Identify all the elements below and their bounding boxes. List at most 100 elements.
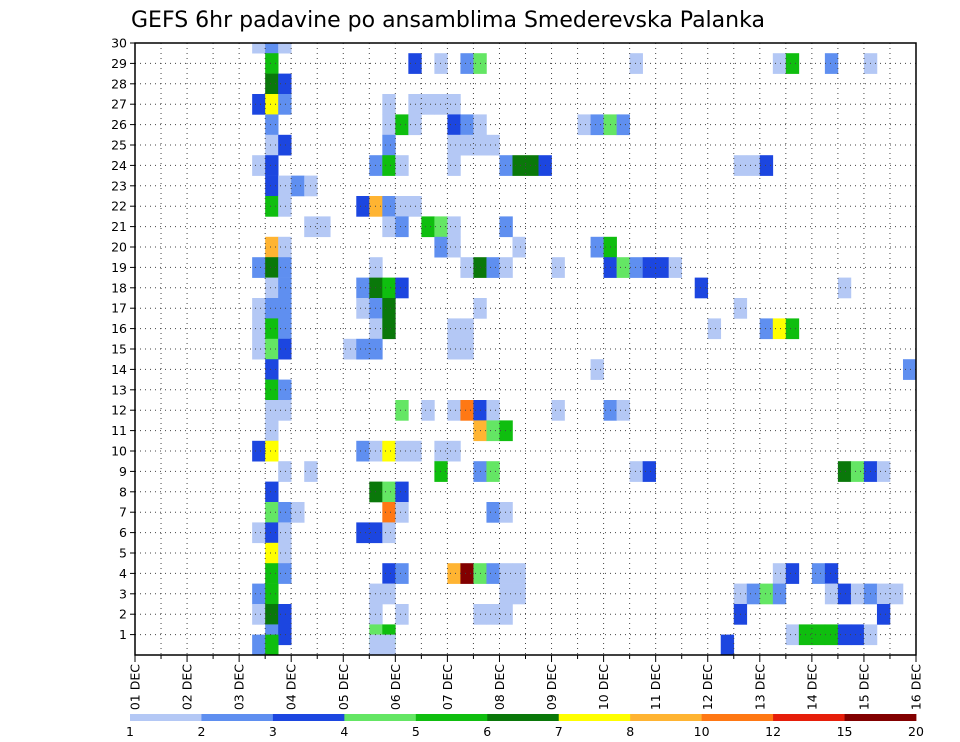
heatmap-cell	[395, 440, 409, 462]
heatmap-cell	[265, 114, 279, 136]
heatmap-cell	[460, 318, 474, 340]
legend-label: 3	[269, 724, 277, 739]
y-tick-label: 16	[111, 321, 127, 336]
y-tick-label: 15	[111, 342, 127, 357]
heatmap-cell	[772, 563, 787, 584]
heatmap-cell	[551, 257, 565, 278]
heatmap-cell	[265, 298, 279, 319]
x-tick-label: 16 DEC	[909, 664, 924, 710]
heatmap-cell	[356, 277, 370, 299]
heatmap-cell	[785, 624, 800, 646]
heatmap-cell	[278, 175, 292, 197]
y-tick-label: 29	[111, 56, 127, 71]
heatmap-cell	[499, 216, 513, 238]
heatmap-cell	[876, 461, 891, 482]
heatmap-cell	[382, 155, 396, 176]
heatmap-cell	[486, 604, 500, 625]
heatmap-cell	[278, 134, 292, 156]
y-tick-label: 5	[119, 546, 127, 561]
heatmap-cell	[837, 583, 852, 605]
heatmap-cell	[265, 400, 279, 421]
heatmap-cell	[395, 481, 409, 503]
x-tick-label: 11 DEC	[648, 664, 663, 710]
heatmap-cell	[616, 257, 630, 278]
y-tick-label: 9	[119, 464, 127, 479]
heatmap-cell	[252, 583, 266, 605]
heatmap-cell	[382, 522, 396, 544]
heatmap-cells	[252, 43, 917, 656]
heatmap-cell	[486, 563, 500, 584]
y-tick-label: 22	[111, 199, 127, 214]
legend-label: 12	[765, 724, 781, 739]
heatmap-cell	[278, 522, 292, 544]
heatmap-cell	[421, 400, 435, 421]
heatmap-cell	[278, 379, 292, 401]
heatmap-cell	[447, 134, 461, 156]
heatmap-cell	[278, 542, 292, 564]
heatmap-cell	[265, 502, 279, 523]
heatmap-cell	[486, 502, 500, 523]
heatmap-cell	[356, 338, 370, 360]
heatmap-cell	[317, 216, 331, 238]
heatmap-cell	[707, 318, 722, 340]
heatmap-cell	[460, 563, 474, 584]
heatmap-cell	[265, 53, 279, 74]
heatmap-cell	[876, 583, 891, 605]
y-tick-label: 1	[119, 627, 127, 642]
heatmap-cell	[278, 624, 292, 646]
y-tick-label: 2	[119, 607, 127, 622]
heatmap-cell	[265, 481, 279, 503]
heatmap-cell	[265, 175, 279, 197]
heatmap-cell	[382, 94, 396, 115]
legend-label: 5	[412, 724, 420, 739]
heatmap-cell	[772, 583, 787, 605]
legend-label: 4	[340, 724, 348, 739]
heatmap-cell	[824, 583, 839, 605]
heatmap-cell	[616, 114, 630, 136]
heatmap-cell	[265, 155, 279, 176]
legend-swatch	[701, 714, 774, 721]
heatmap-cell	[434, 461, 448, 482]
heatmap-cell	[434, 94, 448, 115]
heatmap-cell	[811, 624, 826, 646]
heatmap-cell	[486, 400, 500, 421]
heatmap-cell	[837, 624, 852, 646]
heatmap-cell	[746, 155, 761, 176]
chart-title: GEFS 6hr padavine po ansamblima Smederev…	[131, 8, 765, 33]
heatmap-cell	[382, 563, 396, 584]
heatmap-cell	[759, 583, 774, 605]
heatmap-cell	[447, 216, 461, 238]
heatmap-cell	[278, 257, 292, 278]
legend-label: 20	[908, 724, 924, 739]
heatmap-cell	[265, 440, 279, 462]
heatmap-cell	[655, 257, 669, 278]
heatmap-cell	[265, 338, 279, 360]
color-legend: 1 2 3 4 5 6 7 8 10 12 15 20	[126, 714, 924, 739]
y-axis: 1234567891011121314151617181920212223242…	[111, 36, 135, 642]
y-tick-label: 21	[111, 219, 127, 234]
heatmap-cell	[499, 583, 513, 605]
heatmap-cell	[512, 563, 526, 584]
heatmap-cell	[785, 563, 800, 584]
y-tick-label: 11	[111, 423, 127, 438]
y-tick-label: 12	[111, 403, 127, 418]
heatmap-cell	[278, 563, 292, 584]
heatmap-cell	[447, 338, 461, 360]
heatmap-cell	[629, 53, 643, 74]
x-tick-label: 06 DEC	[388, 664, 403, 710]
heatmap-cell	[356, 440, 370, 462]
grid-lines	[135, 42, 916, 655]
heatmap-cell	[785, 53, 800, 74]
legend-swatch	[487, 714, 560, 721]
heatmap-cell	[629, 257, 643, 278]
heatmap-cell	[382, 318, 396, 340]
y-tick-label: 24	[111, 158, 127, 173]
heatmap-cell	[447, 440, 461, 462]
heatmap-cell	[694, 277, 709, 299]
heatmap-cell	[265, 257, 279, 278]
heatmap-cell	[278, 236, 292, 258]
heatmap-cell	[811, 563, 826, 584]
heatmap-cell	[252, 634, 266, 656]
heatmap-cell	[824, 53, 839, 74]
heatmap-cell	[460, 114, 474, 136]
